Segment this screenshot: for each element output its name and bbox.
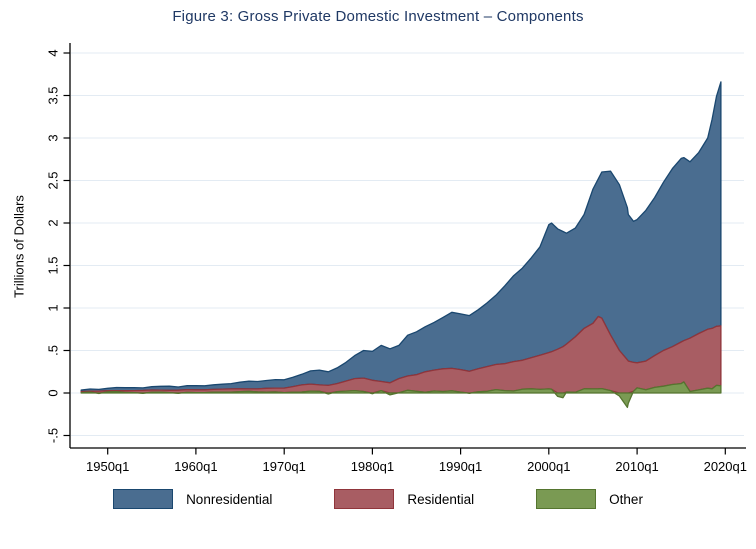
- legend-label: Nonresidential: [186, 491, 273, 507]
- x-tick-label: 1970q1: [263, 459, 306, 474]
- chart-title: Figure 3: Gross Private Domestic Investm…: [172, 8, 584, 25]
- y-tick-label: 3: [46, 134, 61, 141]
- legend-swatch-residential: [334, 489, 395, 509]
- y-tick-label: .5: [46, 345, 61, 356]
- legend-item-nonresidential: Nonresidential: [113, 489, 272, 509]
- legend-label: Residential: [407, 491, 475, 507]
- y-tick-label: 0: [46, 389, 61, 396]
- legend-item-residential: Residential: [334, 489, 474, 509]
- y-tick-label: -.5: [46, 428, 61, 443]
- legend-item-other: Other: [536, 489, 643, 509]
- area-other: [80, 381, 722, 409]
- y-tick-label: 1.5: [46, 256, 61, 274]
- area-nonresidential: [80, 81, 722, 393]
- legend-label: Other: [609, 491, 643, 507]
- y-tick-label: 4: [46, 49, 61, 56]
- y-tick-label: 2: [46, 219, 61, 226]
- y-tick-label: 2.5: [46, 171, 61, 189]
- x-tick-label: 1960q1: [174, 459, 217, 474]
- legend: Nonresidential Residential Other: [0, 489, 756, 509]
- x-tick-label: 2000q1: [527, 459, 570, 474]
- x-tick-label: 1990q1: [439, 459, 482, 474]
- y-tick-label: 3.5: [46, 86, 61, 104]
- x-tick-label: 1950q1: [86, 459, 129, 474]
- x-tick-label: 1980q1: [351, 459, 394, 474]
- y-tick-label: 1: [46, 304, 61, 311]
- x-tick-label: 2020q1: [704, 459, 747, 474]
- legend-swatch-other: [536, 489, 597, 509]
- x-tick-label: 2010q1: [615, 459, 658, 474]
- legend-swatch-nonresidential: [113, 489, 174, 509]
